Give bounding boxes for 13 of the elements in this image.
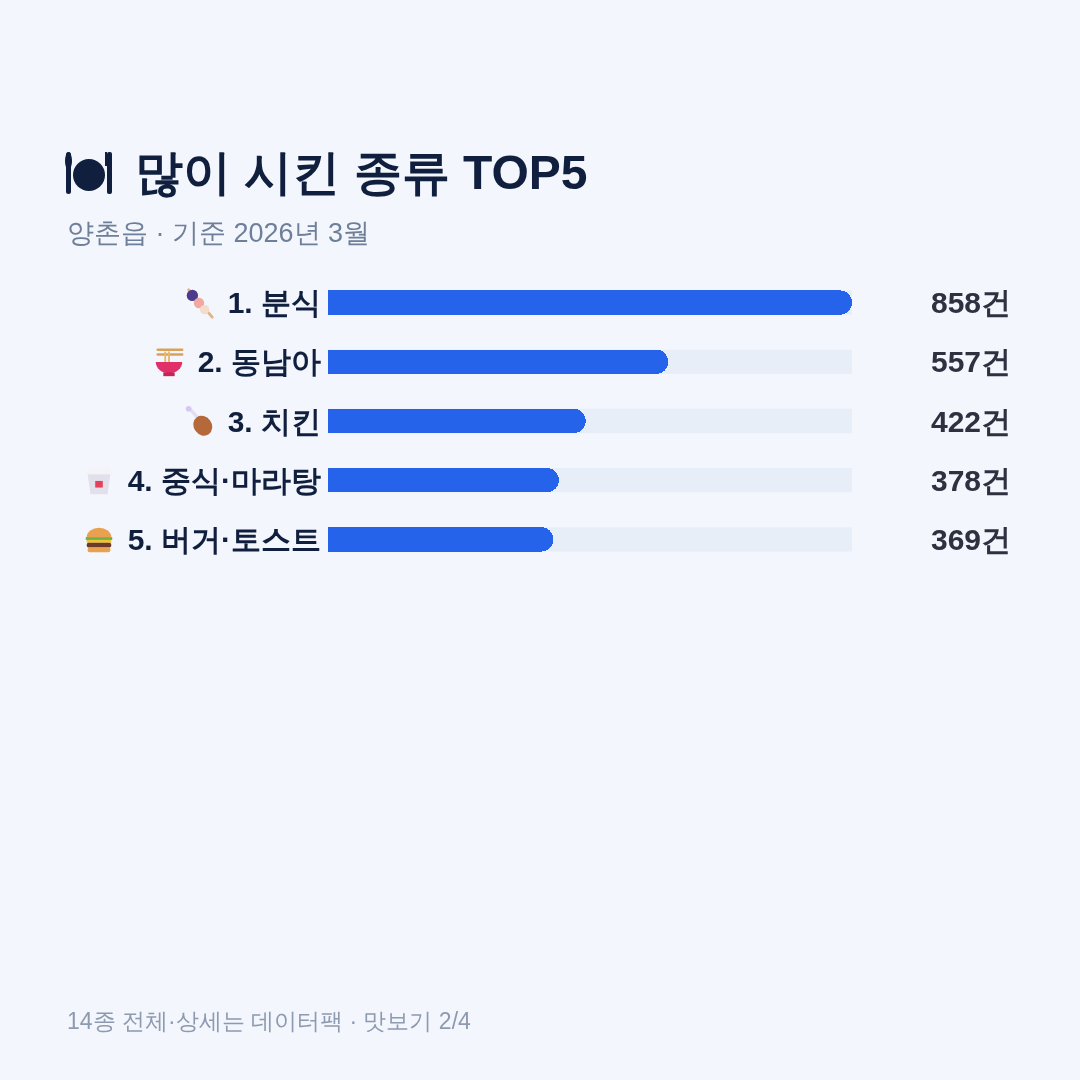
data-label: 858건: [931, 286, 1012, 319]
data-label: 557건: [931, 345, 1012, 378]
y-tick-label: 3. 치킨: [227, 404, 321, 438]
y-tick-label: 2. 동남아: [197, 345, 321, 379]
y-tick-label: 5. 버거·토스트: [127, 522, 321, 556]
y-tick-label: 1. 분식: [227, 286, 321, 320]
y-tick-label: 4. 중식·마라탕: [127, 463, 321, 497]
data-label: 422건: [931, 405, 1012, 438]
text: 14종 전체·상세는 데이터팩 · 맛보기 2/4: [67, 1008, 472, 1034]
data-label: 378건: [931, 464, 1012, 497]
chart-subtitle: 양촌읍 · 기준 2026년 3월: [67, 218, 371, 248]
data-label: 369건: [931, 523, 1012, 556]
chart-title: 많이 시킨 종류 TOP5: [135, 145, 588, 199]
